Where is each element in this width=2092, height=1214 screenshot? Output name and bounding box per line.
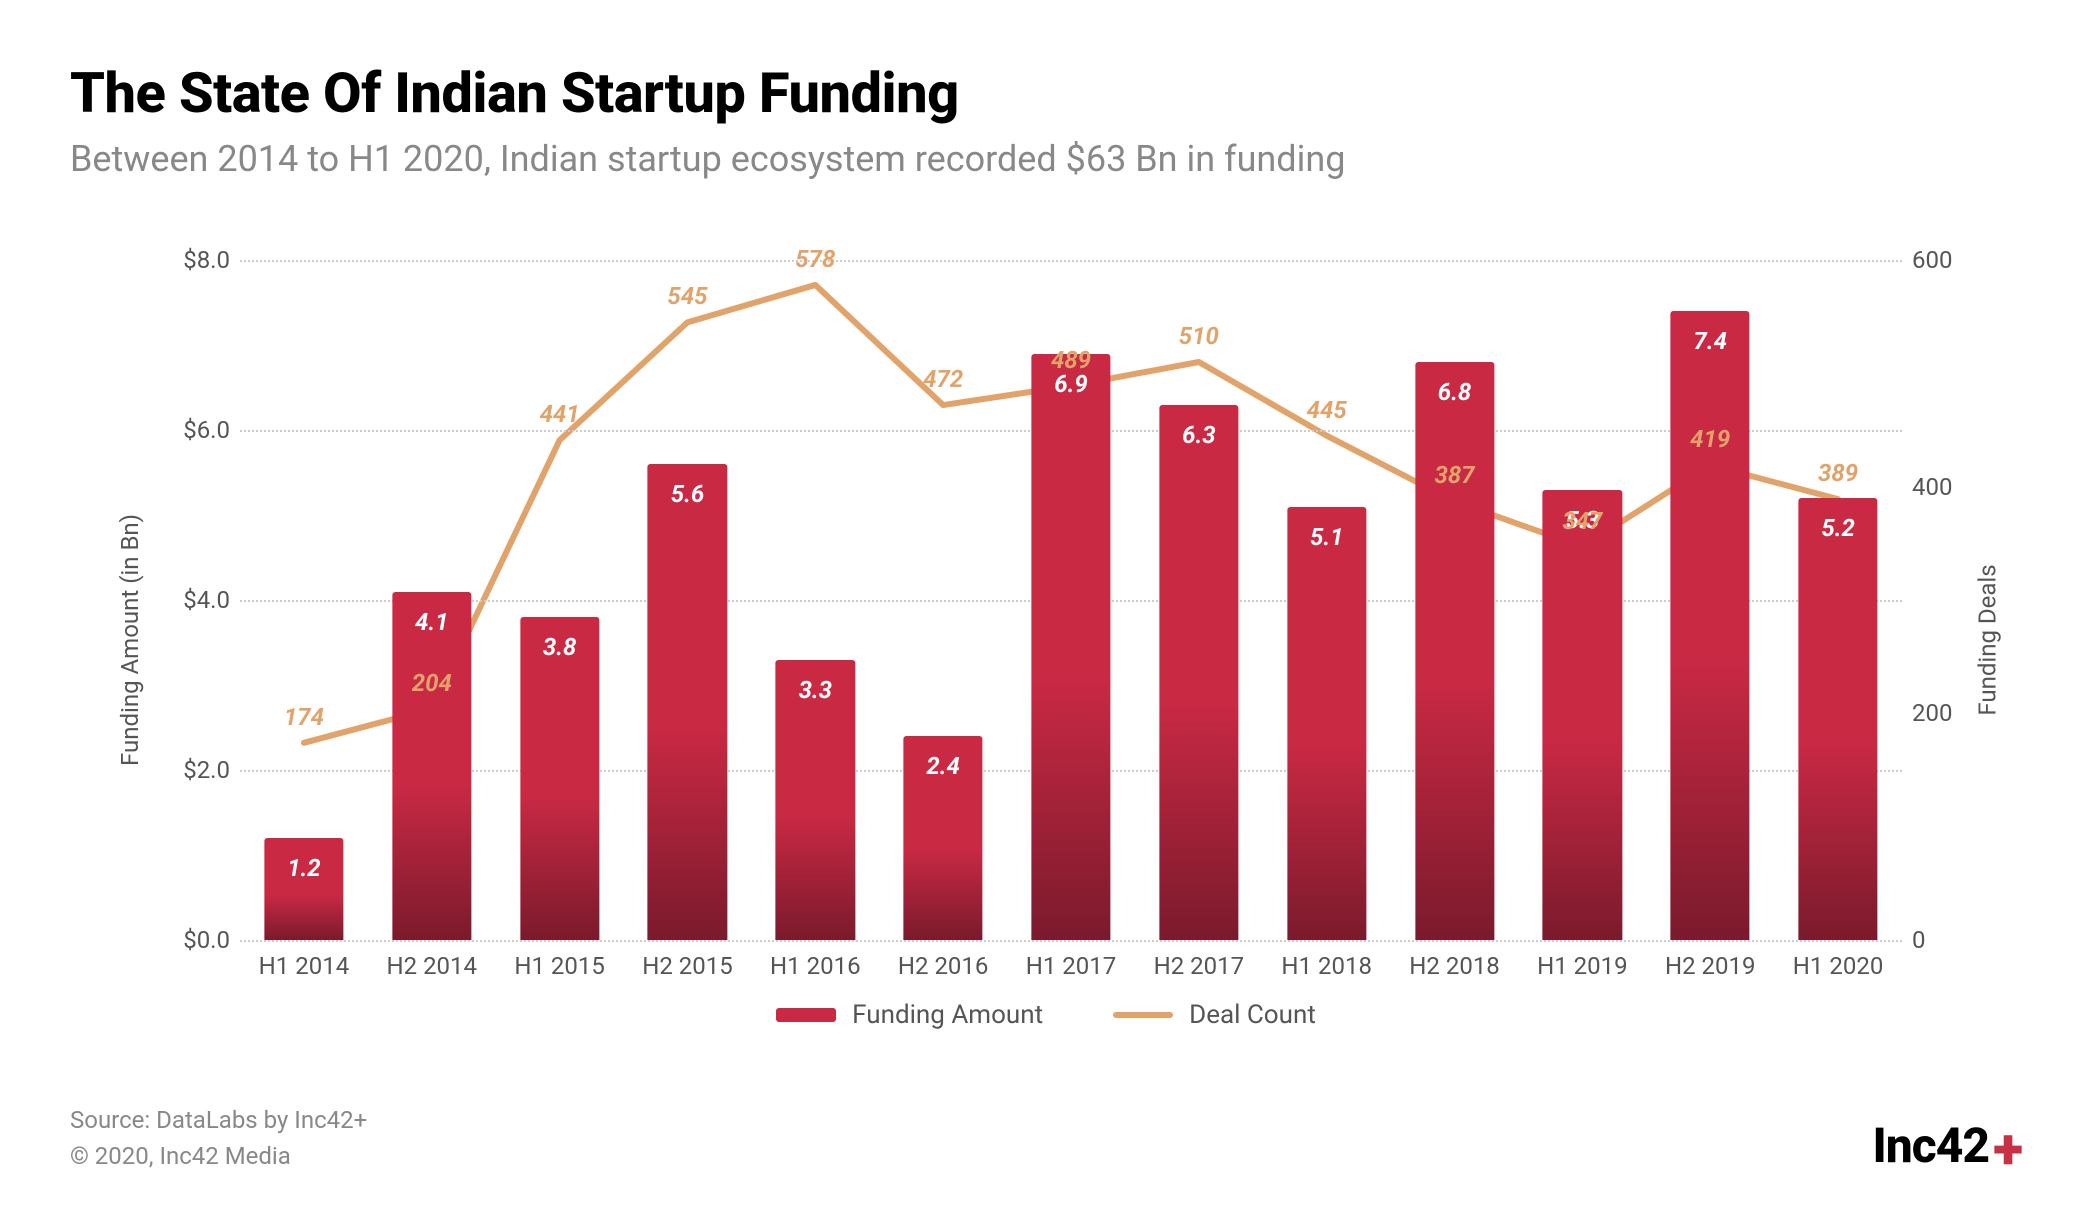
legend-swatch-line — [1113, 1012, 1173, 1018]
y-tick-right: 600 — [1912, 246, 1982, 274]
y-tick-right: 0 — [1912, 926, 1982, 954]
x-category-label: H2 2019 — [1665, 952, 1756, 980]
x-category-label: H1 2017 — [1026, 952, 1117, 980]
x-category-label: H2 2014 — [387, 952, 478, 980]
y-axis-left-label: Funding Amount (in Bn) — [116, 514, 144, 766]
x-category-label: H2 2015 — [642, 952, 733, 980]
brand-name: Inc42 — [1872, 1117, 1989, 1174]
footer-copyright: © 2020, Inc42 Media — [70, 1138, 367, 1174]
bar — [648, 464, 727, 940]
line-value-label: 472 — [923, 365, 963, 393]
bar — [1798, 498, 1877, 940]
bar-value-label: 3.8 — [543, 633, 576, 661]
footer-source: Source: DataLabs by Inc42+ — [70, 1102, 367, 1138]
line-value-label: 419 — [1690, 425, 1730, 453]
bar — [1671, 311, 1750, 940]
x-category-label: H2 2018 — [1409, 952, 1500, 980]
footer: Source: DataLabs by Inc42+ © 2020, Inc42… — [70, 1102, 367, 1174]
legend-label-bars: Funding Amount — [852, 1000, 1043, 1030]
bar — [1159, 405, 1238, 941]
line-value-label: 578 — [795, 245, 835, 273]
bar — [1543, 490, 1622, 941]
bar-slot: 4.1H2 2014 — [368, 260, 496, 940]
line-value-label: 347 — [1562, 507, 1602, 535]
y-tick-left: $0.0 — [150, 926, 230, 954]
bar-value-label: 2.4 — [926, 752, 959, 780]
bar-slot: 5.3H1 2019 — [1518, 260, 1646, 940]
bar-slot: 2.4H2 2016 — [879, 260, 1007, 940]
bar — [1287, 507, 1366, 941]
legend-swatch-bar — [776, 1008, 836, 1022]
x-category-label: H1 2016 — [770, 952, 861, 980]
bar — [1415, 362, 1494, 940]
bar — [392, 592, 471, 941]
brand-plus: + — [1993, 1124, 2022, 1174]
line-value-label: 510 — [1179, 322, 1219, 350]
line-value-label: 445 — [1307, 396, 1347, 424]
bar-slot: 6.8H2 2018 — [1391, 260, 1519, 940]
x-category-label: H1 2015 — [514, 952, 605, 980]
y-axis-right-label: Funding Deals — [1973, 564, 2001, 715]
line-value-label: 174 — [284, 703, 324, 731]
brand-logo: Inc42+ — [1872, 1117, 2022, 1174]
x-category-label: H1 2020 — [1793, 952, 1884, 980]
line-value-label: 545 — [667, 282, 707, 310]
bar-slot: 5.2H1 2020 — [1774, 260, 1902, 940]
y-tick-right: 200 — [1912, 699, 1982, 727]
line-value-label: 204 — [412, 669, 452, 697]
bar-value-label: 7.4 — [1693, 327, 1726, 355]
gridline — [240, 940, 1902, 942]
x-category-label: H1 2019 — [1537, 952, 1628, 980]
line-value-label: 389 — [1818, 459, 1858, 487]
y-tick-right: 400 — [1912, 473, 1982, 501]
bar-slot: 1.2H1 2014 — [240, 260, 368, 940]
legend-item-line: Deal Count — [1113, 1000, 1316, 1030]
page-subtitle: Between 2014 to H1 2020, Indian startup … — [70, 138, 2022, 180]
bar-value-label: 5.2 — [1821, 514, 1854, 542]
x-category-label: H1 2014 — [259, 952, 350, 980]
chart-page: The State Of Indian Startup Funding Betw… — [0, 0, 2092, 1214]
bar-value-label: 6.3 — [1182, 421, 1215, 449]
legend-item-bars: Funding Amount — [776, 1000, 1043, 1030]
legend-label-line: Deal Count — [1189, 1000, 1316, 1030]
y-tick-left: $6.0 — [150, 416, 230, 444]
line-value-label: 441 — [540, 400, 580, 428]
bar-slot: 5.6H2 2015 — [624, 260, 752, 940]
page-title: The State Of Indian Startup Funding — [70, 60, 2022, 126]
bar-value-label: 4.1 — [415, 608, 448, 636]
plot-area: $0.0$2.0$4.0$6.0$8.002004006001.2H1 2014… — [240, 260, 1902, 940]
bar-value-label: 3.3 — [799, 676, 832, 704]
bar-slot: 3.8H1 2015 — [496, 260, 624, 940]
bar-value-label: 6.8 — [1438, 378, 1471, 406]
bar-slot: 5.1H1 2018 — [1263, 260, 1391, 940]
bar-slot: 6.3H2 2017 — [1135, 260, 1263, 940]
bar-slot: 3.3H1 2016 — [751, 260, 879, 940]
y-tick-left: $8.0 — [150, 246, 230, 274]
line-value-label: 489 — [1051, 346, 1091, 374]
x-category-label: H2 2016 — [898, 952, 989, 980]
bar-value-label: 1.2 — [287, 854, 320, 882]
chart-container: Funding Amount (in Bn) Funding Deals $0.… — [70, 240, 2022, 1040]
bar — [1031, 354, 1110, 941]
x-category-label: H1 2018 — [1281, 952, 1372, 980]
bar — [520, 617, 599, 940]
bar-value-label: 5.6 — [671, 480, 704, 508]
y-tick-left: $4.0 — [150, 586, 230, 614]
line-value-label: 387 — [1434, 461, 1474, 489]
bar-value-label: 5.1 — [1310, 523, 1343, 551]
x-category-label: H2 2017 — [1154, 952, 1245, 980]
bar-slot: 7.4H2 2019 — [1646, 260, 1774, 940]
legend: Funding Amount Deal Count — [70, 1000, 2022, 1030]
y-tick-left: $2.0 — [150, 756, 230, 784]
